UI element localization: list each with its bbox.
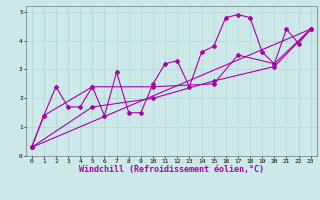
X-axis label: Windchill (Refroidissement éolien,°C): Windchill (Refroidissement éolien,°C): [79, 165, 264, 174]
